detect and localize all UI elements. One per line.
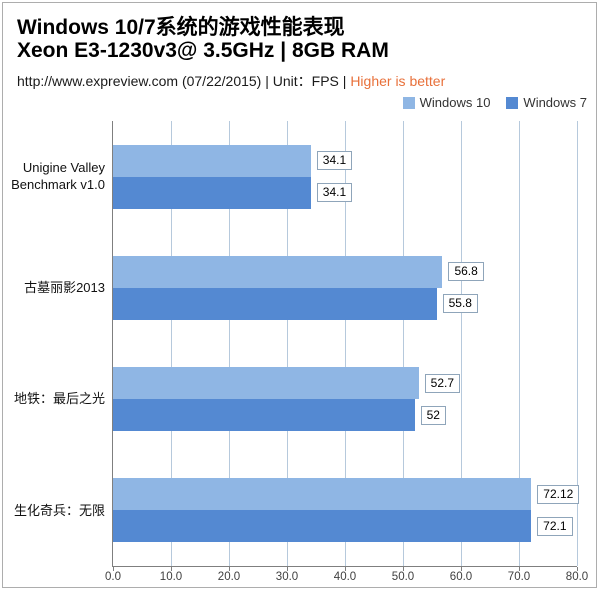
- bar-windows-7: [113, 510, 532, 543]
- value-label: 72.12: [537, 484, 580, 504]
- axis-tick: [229, 567, 230, 571]
- gridline: [345, 121, 346, 566]
- legend-item-windows10: Windows 10: [402, 95, 491, 110]
- axis-tick: [403, 567, 404, 571]
- bars-layer: 34.1 34.1 56.8 55.8 52.7 52 72.12 72.1: [113, 121, 580, 566]
- value-label: 72.1: [537, 516, 573, 536]
- x-tick-label: 40.0: [333, 571, 357, 583]
- x-tick-label: 20.0: [217, 571, 241, 583]
- category-label: 生化奇兵：无限: [13, 502, 105, 518]
- bar-line: 52.7: [113, 367, 577, 400]
- bar-windows-10: [113, 144, 311, 177]
- x-tick-label: 60.0: [449, 571, 473, 583]
- bar-windows-10: [113, 478, 532, 511]
- bar-group: 34.1 34.1: [113, 121, 577, 232]
- legend-item-windows7: Windows 7: [506, 95, 587, 110]
- bar-group: 72.12 72.1: [113, 455, 580, 566]
- bar-windows-10: [113, 255, 443, 288]
- chart-subtitle: Xeon E3-1230v3@ 3.5GHz | 8GB RAM: [17, 39, 389, 62]
- axis-tick: [171, 567, 172, 571]
- value-label: 55.8: [442, 294, 478, 314]
- bar-windows-7: [113, 399, 415, 432]
- x-tick-label: 70.0: [507, 571, 531, 583]
- bar-line: 56.8: [113, 255, 577, 288]
- legend-label-windows7: Windows 7: [523, 95, 587, 110]
- category-label: 地铁：最后之光: [13, 391, 105, 407]
- chart-title: Windows 10/7系统的游戏性能表现: [17, 16, 345, 39]
- gridline: [287, 121, 288, 566]
- bar-group: 52.7 52: [113, 344, 577, 455]
- axis-tick: [461, 567, 462, 571]
- value-label: 56.8: [448, 262, 484, 282]
- x-tick-label: 80.0: [565, 571, 589, 583]
- x-tick-label: 10.0: [159, 571, 183, 583]
- bar-windows-7: [113, 176, 311, 209]
- value-label: 34.1: [316, 183, 353, 203]
- value-label: 52: [420, 405, 446, 425]
- bar-windows-7: [113, 287, 437, 320]
- category-label: Unigine Valley Benchmark v1.0: [11, 159, 105, 192]
- legend: Windows 10 Windows 7: [402, 95, 587, 110]
- axis-tick: [519, 567, 520, 571]
- gridline: [229, 121, 230, 566]
- plot-area: 34.1 34.1 56.8 55.8 52.7 52 72.12 72.1 0.0 10.0 2…: [105, 121, 588, 583]
- bar-windows-10: [113, 367, 419, 400]
- bar-group: 56.8 55.8: [113, 232, 577, 343]
- axis-tick: [577, 567, 578, 571]
- bar-line: 72.12: [113, 478, 580, 511]
- gridline: [403, 121, 404, 566]
- value-label: 34.1: [316, 151, 353, 171]
- windows10-swatch-icon: [402, 96, 415, 109]
- value-label: 52.7: [424, 373, 461, 393]
- legend-label-windows10: Windows 10: [419, 95, 491, 110]
- gridline: [461, 121, 462, 566]
- bar-line: 34.1: [113, 144, 577, 177]
- bar-line: 52: [113, 399, 577, 432]
- higher-is-better-text: Higher is better: [350, 73, 446, 89]
- bar-line: 72.1: [113, 510, 577, 543]
- x-tick-label: 30.0: [275, 571, 299, 583]
- x-tick-label: 50.0: [391, 571, 415, 583]
- axis-tick: [345, 567, 346, 571]
- category-label: 古墓丽影2013: [24, 279, 105, 295]
- x-tick-label: 0.0: [105, 571, 121, 583]
- windows7-swatch-icon: [506, 96, 519, 109]
- source-line: http://www.expreview.com (07/22/2015) | …: [17, 71, 445, 91]
- bar-line: 34.1: [113, 176, 577, 209]
- bar-line: 55.8: [113, 287, 577, 320]
- gridline: [577, 121, 578, 566]
- axis-tick: [287, 567, 288, 571]
- axis-tick: [113, 567, 114, 571]
- gridline: [171, 121, 172, 566]
- gridline: [519, 121, 520, 566]
- source-text: http://www.expreview.com (07/22/2015) | …: [17, 73, 351, 89]
- category-labels: Unigine Valley Benchmark v1.0 古墓丽影2013 地铁：…: [2, 121, 105, 567]
